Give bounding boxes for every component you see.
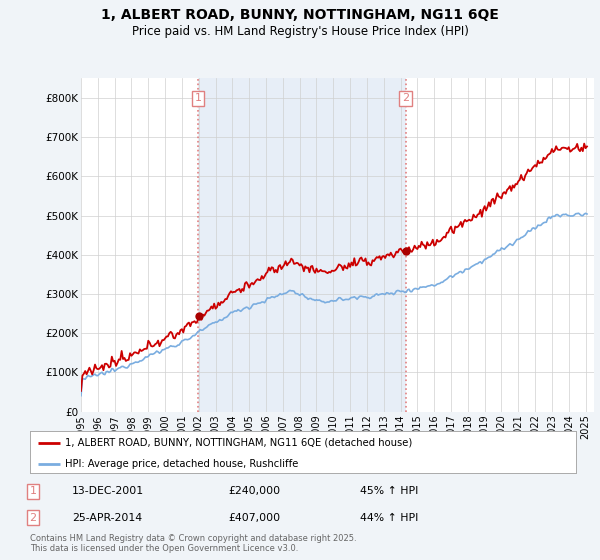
Text: 44% ↑ HPI: 44% ↑ HPI (360, 513, 418, 523)
Text: 2: 2 (402, 94, 409, 104)
Text: 1: 1 (194, 94, 202, 104)
Text: 1: 1 (29, 487, 37, 496)
Text: £240,000: £240,000 (228, 487, 280, 496)
Text: Contains HM Land Registry data © Crown copyright and database right 2025.
This d: Contains HM Land Registry data © Crown c… (30, 534, 356, 553)
Text: 25-APR-2014: 25-APR-2014 (72, 513, 142, 523)
Text: 13-DEC-2001: 13-DEC-2001 (72, 487, 144, 496)
Bar (198, 78, 406, 412)
Text: Price paid vs. HM Land Registry's House Price Index (HPI): Price paid vs. HM Land Registry's House … (131, 25, 469, 38)
Text: 45% ↑ HPI: 45% ↑ HPI (360, 487, 418, 496)
Text: £407,000: £407,000 (228, 513, 280, 523)
Text: HPI: Average price, detached house, Rushcliffe: HPI: Average price, detached house, Rush… (65, 459, 299, 469)
Text: 1, ALBERT ROAD, BUNNY, NOTTINGHAM, NG11 6QE (detached house): 1, ALBERT ROAD, BUNNY, NOTTINGHAM, NG11 … (65, 438, 413, 448)
Text: 1, ALBERT ROAD, BUNNY, NOTTINGHAM, NG11 6QE: 1, ALBERT ROAD, BUNNY, NOTTINGHAM, NG11 … (101, 8, 499, 22)
Text: 2: 2 (29, 513, 37, 523)
